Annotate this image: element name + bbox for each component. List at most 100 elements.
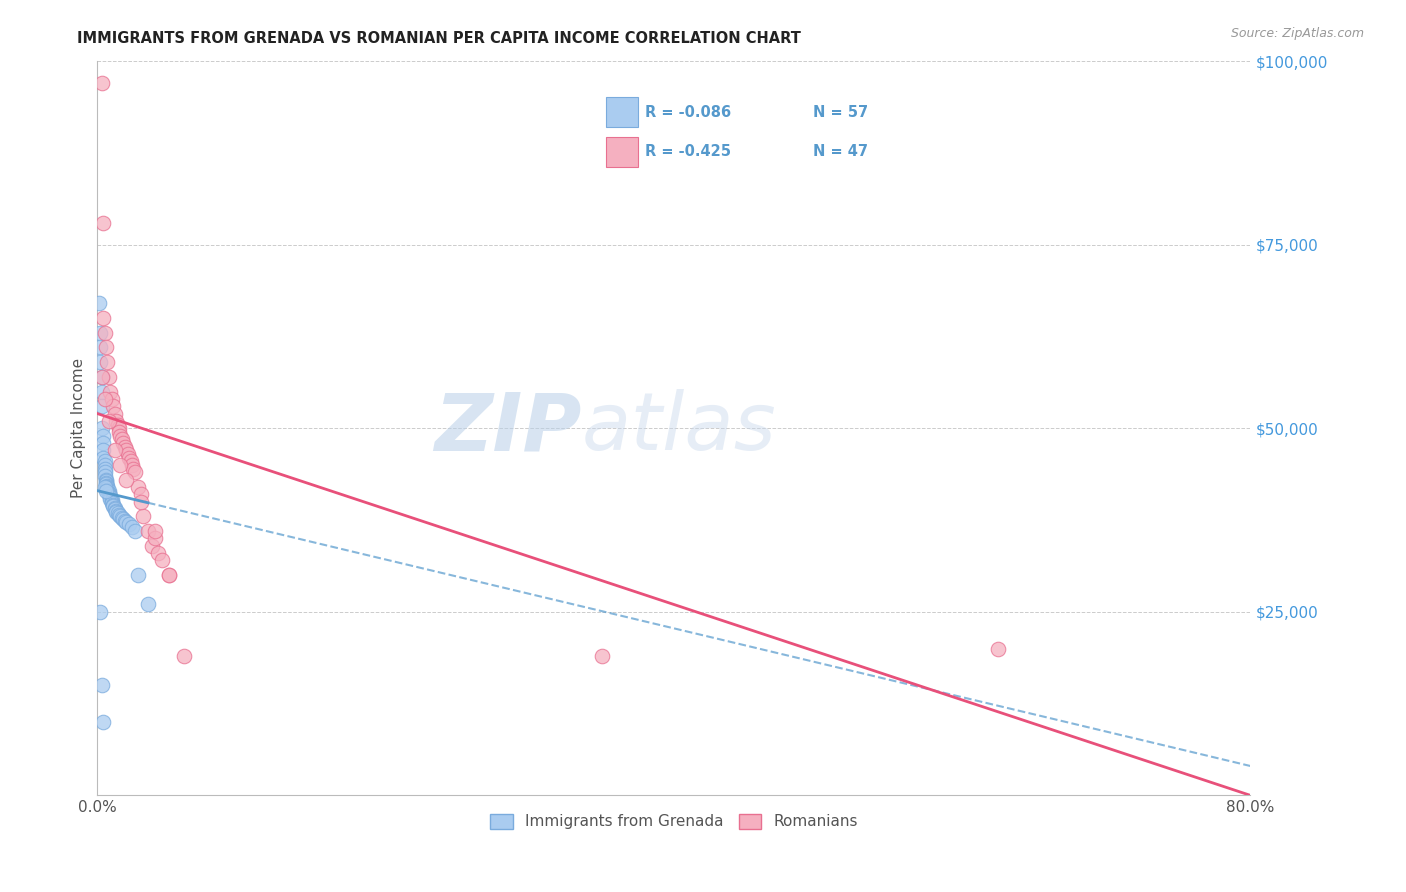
Point <box>112 436 135 450</box>
Point <box>96 480 118 494</box>
Point <box>89 326 111 340</box>
Point <box>93 392 115 406</box>
Point <box>94 341 117 355</box>
Point <box>114 440 136 454</box>
Point <box>122 461 145 475</box>
Point <box>93 466 115 480</box>
Legend: Immigrants from Grenada, Romanians: Immigrants from Grenada, Romanians <box>484 808 865 836</box>
Point <box>117 447 139 461</box>
Point <box>91 311 114 326</box>
Point <box>136 598 159 612</box>
Point <box>91 714 114 729</box>
Point <box>93 461 115 475</box>
Point <box>89 341 111 355</box>
Point <box>157 568 180 582</box>
Point <box>104 443 127 458</box>
Point <box>93 469 115 483</box>
Point <box>141 539 163 553</box>
Point <box>90 384 112 399</box>
Point <box>90 678 112 692</box>
Point <box>150 553 173 567</box>
Point <box>93 458 115 472</box>
Point <box>90 421 112 435</box>
Point <box>108 508 131 522</box>
Text: ZIP: ZIP <box>434 389 582 467</box>
Point <box>143 532 166 546</box>
Point <box>112 512 135 526</box>
Point <box>124 524 146 538</box>
Point <box>98 384 121 399</box>
Point <box>93 480 115 494</box>
Point <box>94 477 117 491</box>
Point <box>129 487 152 501</box>
Point <box>90 76 112 90</box>
Point <box>97 484 120 499</box>
Point <box>115 473 138 487</box>
Text: atlas: atlas <box>582 389 776 467</box>
Point <box>115 515 138 529</box>
Point <box>132 509 155 524</box>
Point <box>105 414 128 428</box>
Point <box>93 454 115 468</box>
Point <box>114 514 136 528</box>
Point <box>90 369 112 384</box>
Point <box>90 369 112 384</box>
Point <box>118 450 141 465</box>
Point <box>103 498 125 512</box>
Point <box>146 546 169 560</box>
Point <box>91 216 114 230</box>
Point <box>96 482 118 496</box>
Point <box>104 502 127 516</box>
Point <box>110 428 132 442</box>
Point <box>94 483 117 498</box>
Point <box>97 487 120 501</box>
Point <box>136 524 159 538</box>
Point <box>96 478 118 492</box>
Point <box>100 392 122 406</box>
Point <box>98 489 121 503</box>
Point <box>103 499 125 513</box>
Point <box>127 480 149 494</box>
Point <box>591 648 613 663</box>
Point <box>100 493 122 508</box>
Point <box>100 496 122 510</box>
Point <box>96 355 118 369</box>
Point <box>105 503 128 517</box>
Point <box>93 326 115 340</box>
Point <box>98 490 121 504</box>
Point <box>103 399 125 413</box>
Point <box>108 421 131 435</box>
Point <box>157 568 180 582</box>
Point <box>89 605 111 619</box>
Point <box>91 450 114 465</box>
Point <box>107 417 129 432</box>
Point <box>96 483 118 497</box>
Point <box>173 648 195 663</box>
Point <box>115 443 138 458</box>
Point <box>91 436 114 450</box>
Point <box>104 407 127 421</box>
Point <box>111 511 134 525</box>
Point <box>118 516 141 531</box>
Point <box>97 486 120 500</box>
Point <box>124 466 146 480</box>
Point <box>91 428 114 442</box>
Y-axis label: Per Capita Income: Per Capita Income <box>72 359 86 499</box>
Point <box>143 524 166 538</box>
Point <box>97 414 120 428</box>
Point <box>89 355 111 369</box>
Point <box>94 473 117 487</box>
Point <box>104 500 127 515</box>
Point <box>94 474 117 488</box>
Point <box>91 443 114 458</box>
Text: Source: ZipAtlas.com: Source: ZipAtlas.com <box>1230 27 1364 40</box>
Point <box>97 369 120 384</box>
Point <box>108 425 131 439</box>
Point <box>100 494 122 508</box>
Point <box>98 491 121 506</box>
Point <box>90 399 112 413</box>
Point <box>110 509 132 524</box>
Point <box>87 296 110 310</box>
Point <box>121 520 143 534</box>
Point <box>111 432 134 446</box>
